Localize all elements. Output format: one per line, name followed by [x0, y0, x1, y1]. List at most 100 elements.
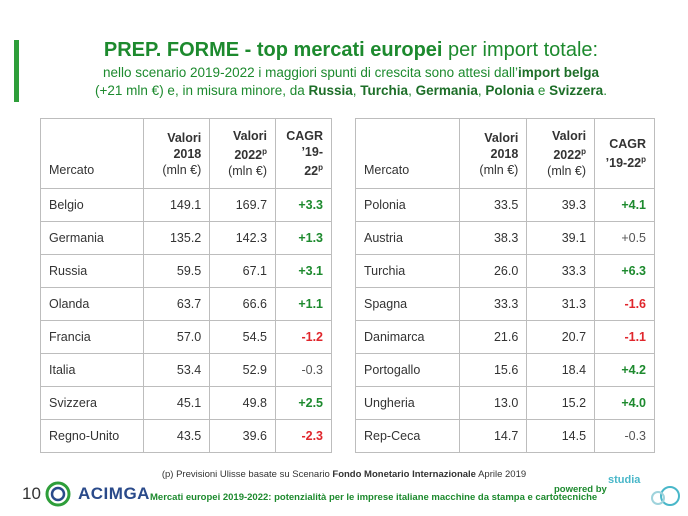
col-market-header: Mercato [355, 118, 460, 189]
table-row: Russia 59.5 67.1 +3.1 [39, 254, 332, 288]
footnote: (p) Previsioni Ulisse basate su Scenario… [161, 469, 527, 480]
value-2018-cell: 15.6 [458, 353, 528, 387]
market-cell: Rep-Ceca [355, 419, 460, 453]
cagr-cell: +1.1 [275, 287, 332, 321]
table-row: Francia 57.0 54.5 -1.2 [39, 320, 332, 354]
market-cell: Polonia [355, 188, 460, 222]
cagr-cell: -0.3 [275, 353, 332, 387]
market-cell: Ungheria [355, 386, 460, 420]
value-2018-cell: 135.2 [143, 221, 211, 255]
value-2022-cell: 39.3 [526, 188, 596, 222]
value-2022-cell: 54.5 [209, 320, 277, 354]
title-line-2: nello scenario 2019-2022 i maggiori spun… [102, 65, 599, 80]
market-cell: Olanda [39, 287, 145, 321]
value-2018-cell: 59.5 [143, 254, 211, 288]
col-2018-header: Valori 2018 (mln €) [458, 118, 528, 189]
market-cell: Spagna [355, 287, 460, 321]
col-cagr-header: CAGR ’19-22p [594, 118, 655, 189]
value-2022-cell: 14.5 [526, 419, 596, 453]
cagr-cell: +4.1 [594, 188, 655, 222]
cagr-cell: +3.3 [275, 188, 332, 222]
market-cell: Italia [39, 353, 145, 387]
studia-logo-text: studia [608, 474, 641, 486]
value-2022-cell: 15.2 [526, 386, 596, 420]
value-2018-cell: 43.5 [143, 419, 211, 453]
cagr-cell: +2.5 [275, 386, 332, 420]
market-cell: Austria [355, 221, 460, 255]
accent-bar [14, 40, 19, 102]
cagr-cell: +3.1 [275, 254, 332, 288]
table-row: Danimarca 21.6 20.7 -1.1 [355, 320, 655, 354]
value-2018-cell: 149.1 [143, 188, 211, 222]
markets-table-left: Mercato Valori 2018 (mln €) Valori 2022p (ml… [39, 118, 332, 453]
value-2022-cell: 18.4 [526, 353, 596, 387]
table-row: Olanda 63.7 66.6 +1.1 [39, 287, 332, 321]
value-2018-cell: 33.5 [458, 188, 528, 222]
market-cell: Belgio [39, 188, 145, 222]
col-2018-header: Valori 2018 (mln €) [143, 118, 211, 189]
table-row: Germania 135.2 142.3 +1.3 [39, 221, 332, 255]
table-row: Portogallo 15.6 18.4 +4.2 [355, 353, 655, 387]
value-2018-cell: 45.1 [143, 386, 211, 420]
table-header-row: Mercato Valori 2018 (mln €) Valori 2022p (ml… [355, 118, 655, 189]
table-row: Italia 53.4 52.9 -0.3 [39, 353, 332, 387]
cagr-cell: +0.5 [594, 221, 655, 255]
value-2022-cell: 20.7 [526, 320, 596, 354]
markets-table-right: Mercato Valori 2018 (mln €) Valori 2022p (ml… [355, 118, 655, 453]
value-2018-cell: 21.6 [458, 320, 528, 354]
cagr-cell: +1.3 [275, 221, 332, 255]
value-2018-cell: 14.7 [458, 419, 528, 453]
powered-by-label: powered by [554, 484, 607, 495]
value-2022-cell: 31.3 [526, 287, 596, 321]
table-row: Regno-Unito 43.5 39.6 -2.3 [39, 419, 332, 453]
value-2018-cell: 26.0 [458, 254, 528, 288]
slide-title: PREP. FORME - top mercati europei per im… [28, 38, 674, 100]
value-2018-cell: 63.7 [143, 287, 211, 321]
value-2022-cell: 67.1 [209, 254, 277, 288]
market-cell: Regno-Unito [39, 419, 145, 453]
table-row: Rep-Ceca 14.7 14.5 -0.3 [355, 419, 655, 453]
cagr-cell: -1.1 [594, 320, 655, 354]
page-number: 10 [22, 484, 41, 503]
market-cell: Svizzera [39, 386, 145, 420]
value-2018-cell: 13.0 [458, 386, 528, 420]
value-2018-cell: 53.4 [143, 353, 211, 387]
cagr-cell: +4.0 [594, 386, 655, 420]
value-2022-cell: 142.3 [209, 221, 277, 255]
value-2022-cell: 39.6 [209, 419, 277, 453]
studia-logo-icon [651, 486, 680, 506]
market-cell: Turchia [355, 254, 460, 288]
col-cagr-header: CAGR ’19-22p [275, 118, 332, 189]
table-row: Polonia 33.5 39.3 +4.1 [355, 188, 655, 222]
cagr-cell: -1.6 [594, 287, 655, 321]
col-2022-header: Valori 2022p (mln €) [209, 118, 277, 189]
col-2022-header: Valori 2022p (mln €) [526, 118, 596, 189]
table-row: Ungheria 13.0 15.2 +4.0 [355, 386, 655, 420]
value-2018-cell: 57.0 [143, 320, 211, 354]
footer-caption: Mercati europei 2019-2022: potenzialità … [150, 492, 598, 503]
table-row: Austria 38.3 39.1 +0.5 [355, 221, 655, 255]
value-2018-cell: 33.3 [458, 287, 528, 321]
market-cell: Danimarca [355, 320, 460, 354]
market-cell: Francia [39, 320, 145, 354]
value-2022-cell: 49.8 [209, 386, 277, 420]
value-2022-cell: 39.1 [526, 221, 596, 255]
value-2018-cell: 38.3 [458, 221, 528, 255]
cagr-cell: +4.2 [594, 353, 655, 387]
cagr-cell: -0.3 [594, 419, 655, 453]
table-row: Svizzera 45.1 49.8 +2.5 [39, 386, 332, 420]
cagr-cell: -2.3 [275, 419, 332, 453]
market-cell: Portogallo [355, 353, 460, 387]
value-2022-cell: 66.6 [209, 287, 277, 321]
table-header-row: Mercato Valori 2018 (mln €) Valori 2022p (ml… [39, 118, 332, 189]
logo-text: ACIMGA [78, 484, 150, 503]
table-row: Belgio 149.1 169.7 +3.3 [39, 188, 332, 222]
cagr-cell: +6.3 [594, 254, 655, 288]
market-cell: Russia [39, 254, 145, 288]
title-line-3: (+21 mln €) e, in misura minore, da Russ… [95, 83, 607, 98]
value-2022-cell: 33.3 [526, 254, 596, 288]
value-2022-cell: 169.7 [209, 188, 277, 222]
cagr-cell: -1.2 [275, 320, 332, 354]
table-row: Spagna 33.3 31.3 -1.6 [355, 287, 655, 321]
col-market-header: Mercato [39, 118, 145, 189]
